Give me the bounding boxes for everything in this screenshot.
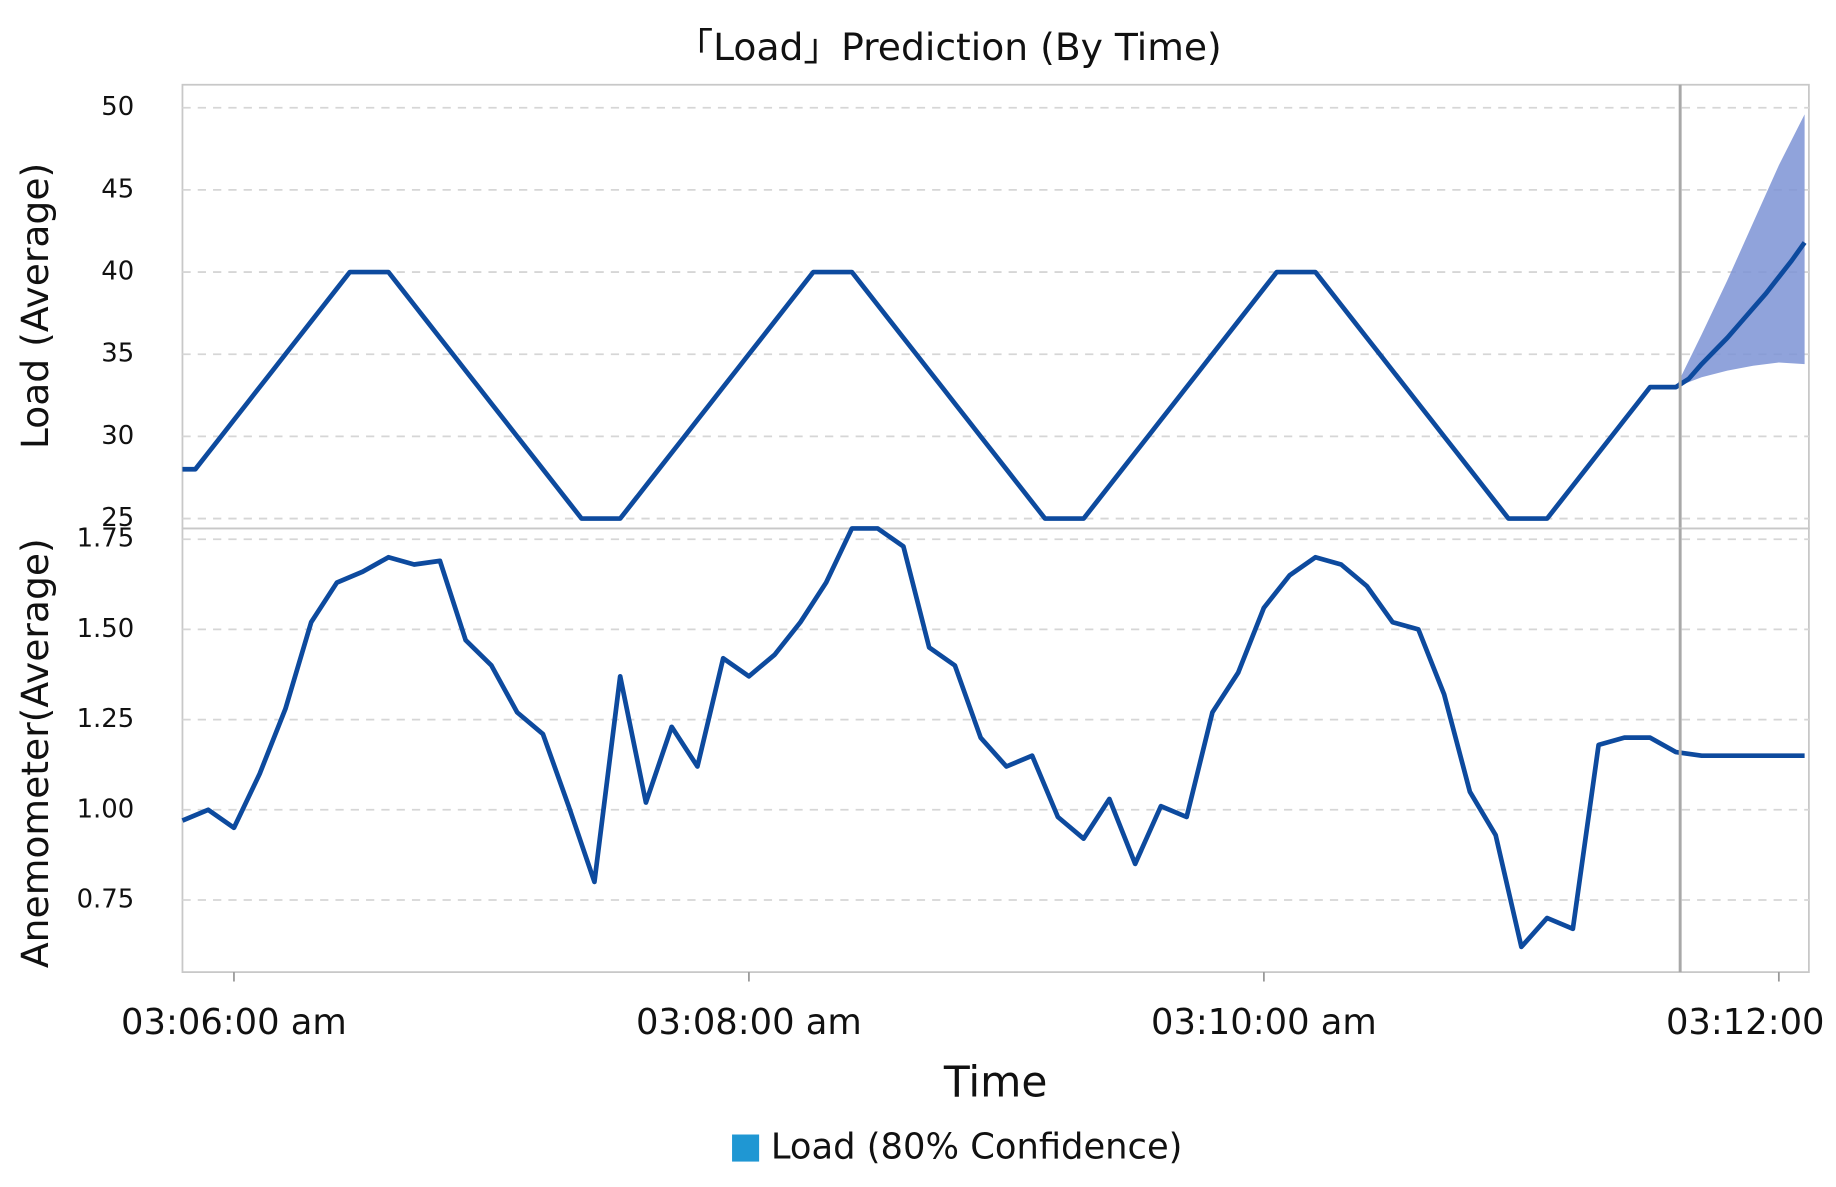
confidence-band xyxy=(1675,114,1805,388)
y-tick-label: 1.25 xyxy=(77,704,135,734)
y-tick-label: 0.75 xyxy=(77,884,135,914)
x-axis-label: Time xyxy=(943,1058,1048,1107)
legend-swatch xyxy=(732,1134,760,1162)
y-tick-label: 45 xyxy=(101,174,134,204)
y-tick-label: 30 xyxy=(101,421,134,451)
x-tick-label: 03:06:00 am xyxy=(121,1002,347,1043)
y-axis-label: Anemometer(Average) xyxy=(13,538,57,968)
plot-frame xyxy=(181,83,1810,530)
series-line xyxy=(182,241,1807,521)
y-tick-label: 50 xyxy=(101,92,134,122)
series-line xyxy=(181,526,1805,950)
x-tick-label: 03:08:00 am xyxy=(636,1002,862,1043)
y-tick-label: 25 xyxy=(101,503,134,533)
chart-title: 「Load」Prediction (By Time) xyxy=(675,25,1221,69)
legend-label: Load (80% Confidence) xyxy=(771,1127,1183,1168)
y-tick-label: 40 xyxy=(101,257,134,287)
x-tick-label: 03:12:00 am xyxy=(1666,1002,1836,1043)
x-tick-label: 03:10:00 am xyxy=(1151,1002,1377,1043)
y-tick-label: 1.00 xyxy=(77,794,135,824)
y-axis-label: Load (Average) xyxy=(13,163,57,449)
plot-frame xyxy=(181,527,1810,973)
y-tick-label: 1.75 xyxy=(77,524,135,554)
y-tick-label: 35 xyxy=(101,339,134,369)
y-tick-label: 1.50 xyxy=(77,614,135,644)
